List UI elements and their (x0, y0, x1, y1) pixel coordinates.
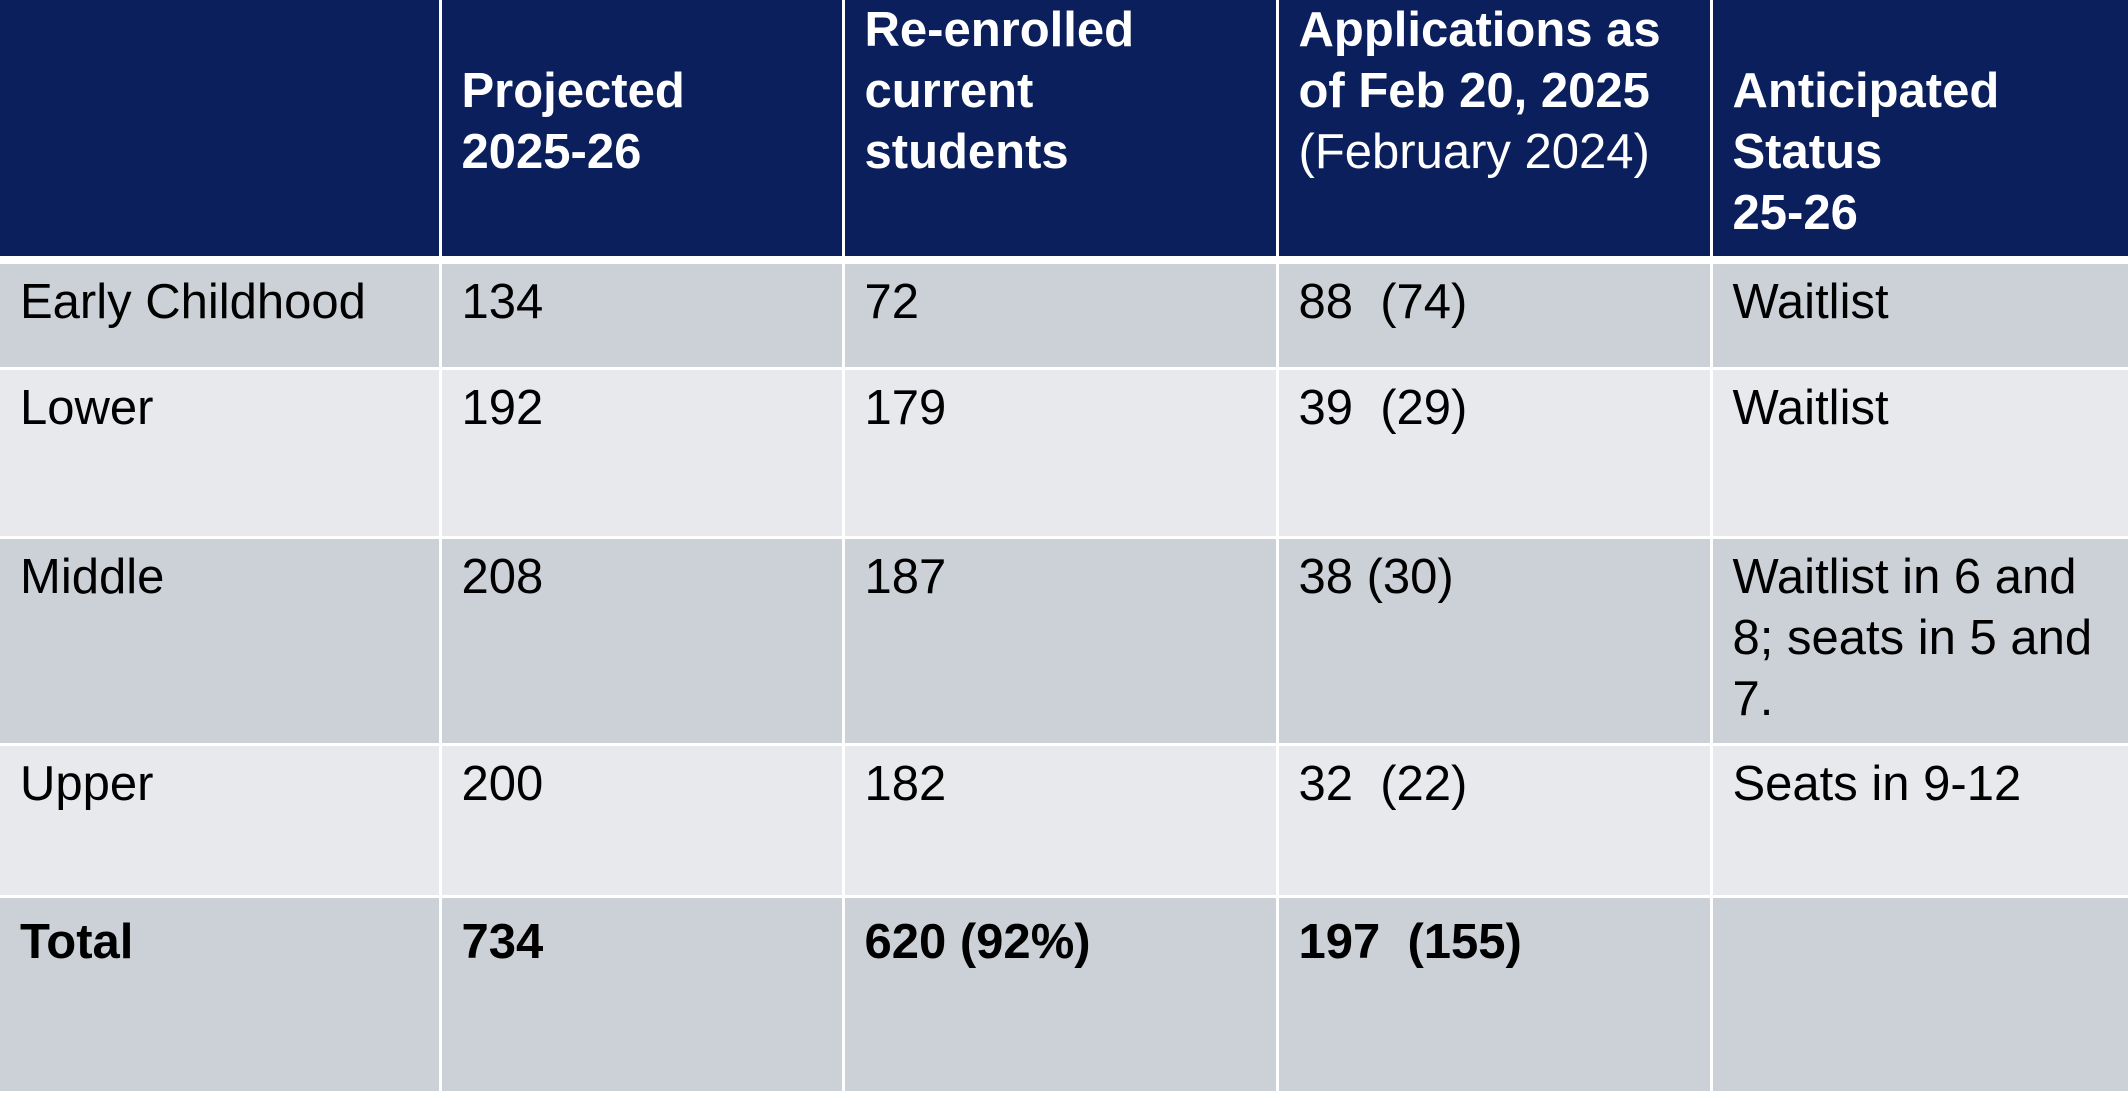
header-reenrolled-spacer (865, 183, 1276, 244)
header-applications-sub: (February 2024) (1299, 122, 1710, 183)
table-row: Upper 200 182 32 (22) Seats in 9-12 (0, 745, 2128, 897)
header-status-line2: Status (1733, 122, 2128, 183)
header-projected: Projected 2025-26 (440, 0, 843, 260)
header-applications: Applications as of Feb 20, 2025 (Februar… (1277, 0, 1711, 260)
table-row: Early Childhood 134 72 88 (74) Waitlist (0, 260, 2128, 369)
status-cell: Waitlist in 6 and 8; seats in 5 and 7. (1711, 538, 2128, 745)
applications-cell: 38 (30) (1277, 538, 1711, 745)
header-status: Anticipated Status 25-26 (1711, 0, 2128, 260)
applications-cell: 39 (29) (1277, 369, 1711, 538)
header-applications-line2: of Feb 20, 2025 (1299, 61, 1710, 122)
header-reenrolled-line2: current (865, 61, 1276, 122)
table-row: Middle 208 187 38 (30) Waitlist in 6 and… (0, 538, 2128, 745)
total-row: Total 734 620 (92%) 197 (155) (0, 897, 2128, 1093)
total-label: Total (0, 897, 440, 1093)
header-applications-spacer (1299, 183, 1710, 244)
projected-cell: 192 (440, 369, 843, 538)
division-cell: Middle (0, 538, 440, 745)
header-reenrolled-line3: students (865, 122, 1276, 183)
header-reenrolled: Re-enrolled current students (843, 0, 1277, 260)
applications-cell: 32 (22) (1277, 745, 1711, 897)
header-applications-line1: Applications as (1299, 0, 1710, 61)
table-row: Lower 192 179 39 (29) Waitlist (0, 369, 2128, 538)
status-cell: Waitlist (1711, 260, 2128, 369)
reenrolled-cell: 72 (843, 260, 1277, 369)
status-cell: Waitlist (1711, 369, 2128, 538)
total-reenrolled: 620 (92%) (843, 897, 1277, 1093)
header-status-line3: 25-26 (1733, 183, 2128, 244)
division-cell: Early Childhood (0, 260, 440, 369)
total-projected: 734 (440, 897, 843, 1093)
total-applications: 197 (155) (1277, 897, 1711, 1093)
status-cell: Seats in 9-12 (1711, 745, 2128, 897)
header-reenrolled-line1: Re-enrolled (865, 0, 1276, 61)
header-row: Projected 2025-26 Re-enrolled current st… (0, 0, 2128, 260)
header-projected-spacer (462, 183, 842, 244)
division-cell: Lower (0, 369, 440, 538)
header-projected-line2: 2025-26 (462, 122, 842, 183)
total-status (1711, 897, 2128, 1093)
header-status-line1: Anticipated (1733, 61, 2128, 122)
projected-cell: 134 (440, 260, 843, 369)
projected-cell: 200 (440, 745, 843, 897)
header-projected-line1: Projected (462, 61, 842, 122)
reenrolled-cell: 179 (843, 369, 1277, 538)
projected-cell: 208 (440, 538, 843, 745)
reenrolled-cell: 182 (843, 745, 1277, 897)
reenrolled-cell: 187 (843, 538, 1277, 745)
header-division (0, 0, 440, 260)
division-cell: Upper (0, 745, 440, 897)
applications-cell: 88 (74) (1277, 260, 1711, 369)
